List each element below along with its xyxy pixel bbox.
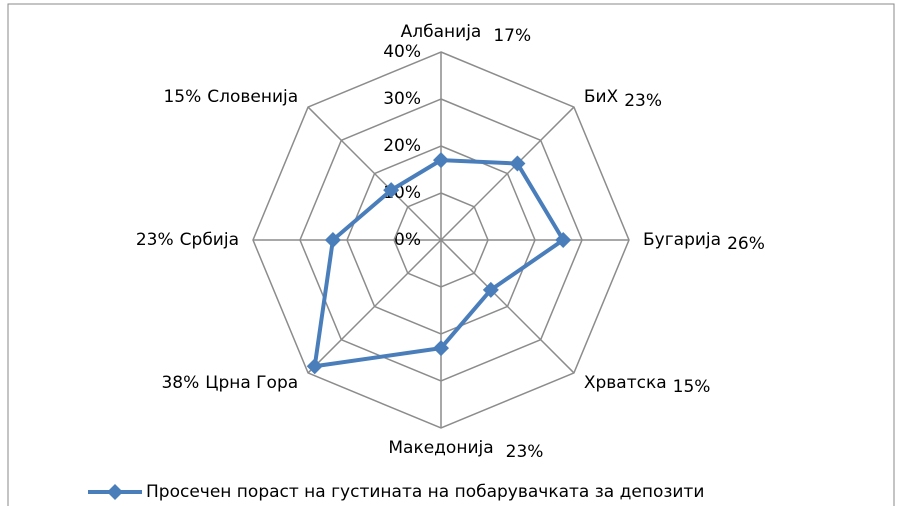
category-label: Бугарија	[643, 230, 721, 250]
marker	[509, 155, 526, 172]
legend-label: Просечен пораст на густината на побарува…	[146, 482, 704, 502]
marker	[306, 358, 323, 375]
category-label: Црна Гора	[205, 373, 298, 393]
tick-label: 40%	[383, 42, 421, 62]
value-label: 26%	[727, 234, 765, 254]
tick-label: 30%	[383, 89, 421, 109]
marker	[383, 182, 400, 199]
category-label: Македонија	[388, 438, 493, 458]
marker	[433, 340, 449, 357]
grid-ring	[299, 98, 583, 382]
category-label: Хрватска	[584, 373, 667, 393]
chart-border	[7, 3, 895, 506]
value-label: 17%	[493, 26, 531, 46]
category-label: Словенија	[207, 87, 298, 107]
grid-ring	[346, 145, 536, 335]
category-label: Албанија	[401, 22, 482, 42]
tick-label: 20%	[383, 136, 421, 156]
value-label: 15%	[673, 377, 711, 397]
category-label: БиХ	[584, 87, 619, 107]
legend-marker	[107, 484, 123, 500]
marker	[482, 281, 499, 298]
value-label: 23%	[506, 442, 544, 462]
value-label: 23%	[624, 91, 662, 111]
value-label: 38%	[161, 373, 199, 393]
marker	[555, 232, 572, 248]
value-label: 23%	[136, 230, 174, 250]
value-label: 15%	[163, 87, 201, 107]
grid-ring	[393, 192, 489, 288]
category-label: Србија	[180, 230, 239, 250]
marker	[324, 232, 341, 248]
marker	[433, 152, 449, 169]
grid-ring	[252, 51, 630, 429]
tick-label: 0%	[394, 230, 421, 250]
